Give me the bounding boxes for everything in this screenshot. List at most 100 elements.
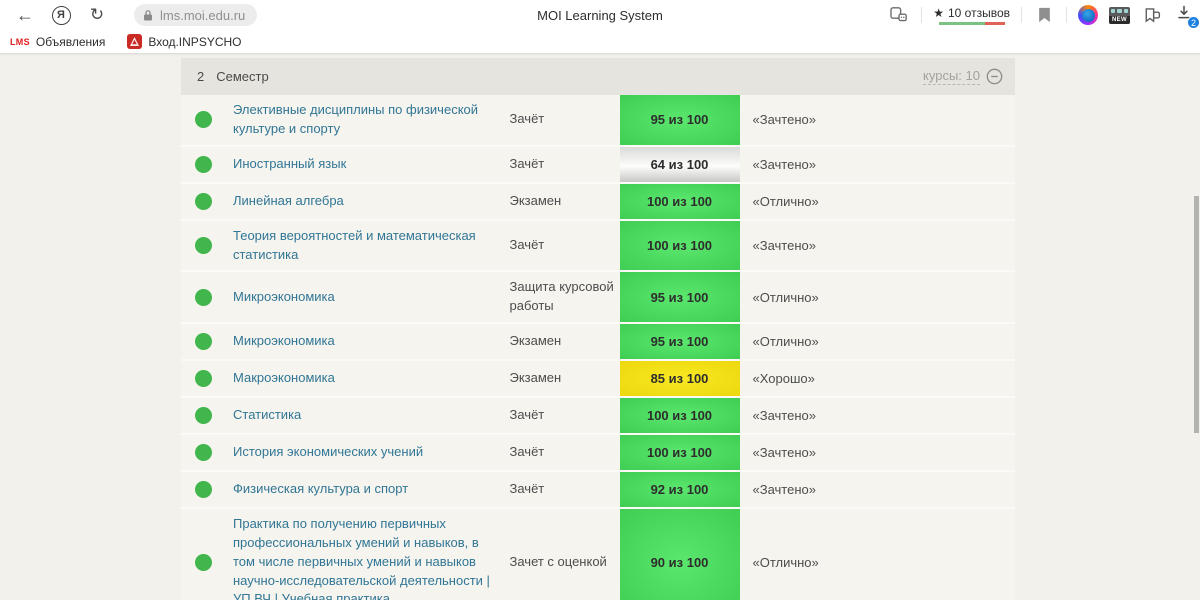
back-icon: ← [16, 5, 34, 25]
grade-text: «Зачтено» [752, 112, 816, 128]
vertical-scrollbar[interactable] [1194, 196, 1199, 433]
grade-text: «Отлично» [752, 193, 819, 209]
semester-number: 2 [197, 69, 205, 84]
course-link[interactable]: История экономических учений [233, 444, 424, 460]
score-box: 100 из 100 [619, 183, 740, 219]
course-link[interactable]: Микроэкономика [233, 288, 335, 304]
grade-text: «Отлично» [752, 334, 819, 350]
course-row: История экономических учений Зачёт 100 и… [181, 435, 1015, 473]
course-rows: Элективные дисциплины по физической куль… [181, 95, 1015, 600]
exam-type: Зачет с оценкой [509, 553, 607, 569]
downloads-button[interactable]: 2 [1174, 3, 1200, 29]
status-dot-icon [195, 444, 212, 462]
bookmark-inpsycho-login[interactable]: Вход.INPSYCHO [127, 34, 242, 49]
course-link[interactable]: Макроэкономика [233, 370, 335, 386]
score-box: 85 из 100 [619, 361, 740, 397]
bookmarks-bar: LMS Объявления Вход.INPSYCHO [0, 30, 1200, 54]
course-row: Микроэкономика Экзамен 95 из 100 «Отличн… [181, 324, 1015, 362]
exam-type: Зачёт [509, 481, 545, 497]
score-box: 100 из 100 [619, 220, 740, 271]
status-dot-icon [195, 553, 212, 571]
refresh-icon: ↻ [89, 4, 105, 25]
exam-type: Зачёт [509, 444, 545, 460]
grade-text: «Хорошо» [752, 371, 815, 387]
status-dot-icon [195, 333, 212, 351]
status-dot-icon [195, 192, 212, 210]
url-text: lms.moi.edu.ru [160, 7, 246, 23]
grade-text: «Зачтено» [752, 408, 816, 424]
exam-type: Зачёт [509, 111, 545, 127]
semester-2-header: 2 Семестр курсы: 10 [181, 58, 1015, 95]
course-row: Практика по получению первичных професси… [181, 509, 1015, 600]
score-box: 95 из 100 [619, 272, 740, 323]
course-row: Теория вероятностей и математическая ста… [181, 220, 1015, 273]
course-row: Макроэкономика Экзамен 85 из 100 «Хорошо… [181, 361, 1015, 399]
score-box: 100 из 100 [619, 435, 740, 471]
lms-favicon: LMS [10, 36, 30, 47]
exam-type: Экзамен [509, 192, 562, 208]
score-box: 64 из 100 [619, 146, 740, 182]
semester-label: Семестр [216, 69, 269, 84]
semester-2-collapse-control[interactable]: курсы: 10 [923, 68, 1003, 85]
course-link[interactable]: Физическая культура и спорт [233, 481, 409, 497]
status-dot-icon [195, 155, 212, 173]
exam-type: Зачёт [509, 155, 545, 171]
collapse-minus-icon[interactable] [986, 68, 1003, 85]
course-row: Физическая культура и спорт Зачёт 92 из … [181, 472, 1015, 510]
address-bar[interactable]: lms.moi.edu.ru [134, 4, 258, 26]
exam-type: Экзамен [509, 370, 562, 386]
courses-table: 2 Семестр курсы: 10 Элективные дисциплин… [181, 58, 1015, 600]
exam-type: Защита курсовой работы [509, 279, 614, 314]
lock-icon [142, 9, 154, 22]
exam-type: Зачёт [509, 237, 545, 253]
inpsycho-favicon [127, 34, 143, 49]
yandex-icon: Я [51, 5, 71, 25]
video-new-extension-icon[interactable]: NEW [1109, 6, 1130, 24]
grade-text: «Зачтено» [752, 482, 816, 498]
bookmark-announcements[interactable]: LMS Объявления [10, 35, 105, 49]
status-dot-icon [195, 237, 212, 255]
course-link[interactable]: Практика по получению первичных професси… [233, 516, 490, 600]
divider [921, 7, 923, 23]
status-dot-icon [195, 111, 212, 129]
reviews-sentiment-bar [938, 21, 1005, 25]
score-box: 100 из 100 [619, 398, 740, 434]
extension-color-wheel-icon[interactable] [1078, 5, 1098, 25]
reviews-count: 10 отзывов [947, 5, 1010, 20]
divider [1066, 7, 1067, 23]
negative-bar [984, 21, 1005, 25]
site-permissions-icon[interactable] [888, 4, 910, 26]
star-icon: ★ [933, 5, 944, 20]
status-dot-icon [195, 370, 212, 388]
lms-grades-page: 2 Семестр курсы: 10 Элективные дисциплин… [0, 55, 1200, 600]
reviews-rating[interactable]: ★ 10 отзывов [933, 6, 1010, 25]
refresh-button[interactable]: ↻ [86, 4, 108, 26]
course-link[interactable]: Элективные дисциплины по физической куль… [233, 102, 479, 136]
score-box: 90 из 100 [619, 509, 740, 600]
yandex-home-button[interactable]: Я [50, 4, 72, 26]
course-link[interactable]: Иностранный язык [233, 155, 347, 171]
courses-count-link[interactable]: курсы: 10 [923, 68, 980, 85]
status-dot-icon [195, 407, 212, 425]
course-link[interactable]: Теория вероятностей и математическая ста… [233, 227, 476, 262]
course-link[interactable]: Линейная алгебра [233, 192, 344, 208]
score-box: 95 из 100 [619, 324, 740, 360]
divider [1021, 7, 1022, 23]
back-button[interactable]: ← [14, 4, 36, 26]
browser-toolbar: MOI Learning System ← Я ↻ lms.moi.edu.ru… [0, 0, 1200, 30]
bookmark-flag-icon[interactable] [1033, 4, 1055, 26]
bookmark-label: Объявления [35, 34, 106, 49]
course-row: Линейная алгебра Экзамен 100 из 100 «Отл… [181, 183, 1015, 221]
collections-icon[interactable] [1141, 4, 1163, 26]
grade-text: «Отлично» [752, 289, 819, 305]
grade-text: «Зачтено» [752, 445, 816, 461]
status-dot-icon [195, 481, 212, 499]
course-row: Иностранный язык Зачёт 64 из 100 «Зачтен… [181, 146, 1015, 184]
course-link[interactable]: Микроэкономика [233, 333, 335, 349]
status-dot-icon [195, 288, 212, 306]
grade-text: «Зачтено» [752, 238, 816, 254]
exam-type: Экзамен [509, 333, 562, 349]
score-box: 92 из 100 [619, 472, 740, 508]
positive-bar [938, 21, 985, 25]
course-link[interactable]: Статистика [233, 407, 302, 423]
